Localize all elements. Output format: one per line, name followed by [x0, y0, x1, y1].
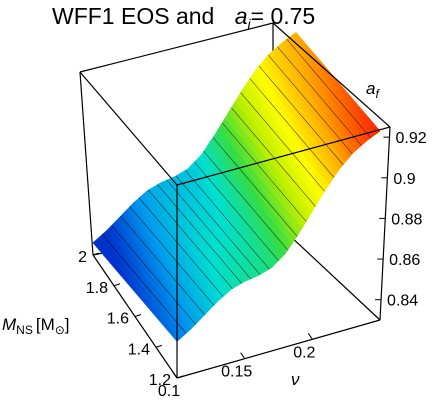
contour-line: [138, 197, 224, 297]
y-tick-label: 1.8: [86, 280, 108, 297]
z-tick-label: 0.9: [393, 171, 415, 188]
box-edge-back-top: [79, 22, 274, 73]
z-tick-label: 0.86: [389, 252, 420, 269]
contour-line: [175, 175, 261, 275]
y-tick-mark: [155, 344, 163, 348]
chart-title-symbol-sub: i: [248, 16, 252, 32]
contour-line: [166, 180, 252, 279]
contour-line: [185, 170, 270, 270]
x-tick-mark: [172, 371, 178, 379]
chart-title-symbol: a: [235, 3, 248, 29]
y-tick-mark: [113, 283, 121, 287]
box-edge-top-right: [272, 22, 391, 128]
y-axis-label-sub: NS: [16, 323, 33, 337]
z-tick-label: 0.84: [387, 293, 418, 310]
box-edge-front-top-left: [79, 71, 178, 186]
contour-line: [249, 78, 335, 178]
contour-line: [231, 107, 316, 207]
x-tick-label: 0.2: [293, 344, 315, 361]
contour-line: [194, 161, 279, 261]
contour-line: [203, 151, 288, 251]
y-tick-label: 1.2: [149, 372, 171, 389]
y-tick-label: 1.6: [107, 311, 129, 328]
z-axis-label: af: [366, 79, 380, 101]
contour-line: [101, 234, 187, 334]
contour-line: [157, 184, 242, 284]
contour-line: [111, 225, 196, 325]
contour-line: [240, 92, 325, 192]
y-axis-label: MNS [M⊙]: [2, 315, 70, 337]
box-edge-right-vertical: [379, 126, 391, 321]
y-axis-label-unit-sub: ⊙: [55, 323, 65, 337]
x-tick-label: 0.1: [158, 383, 180, 400]
contour-line: [286, 39, 372, 139]
contour-line: [120, 216, 205, 315]
y-tick-label: 1.4: [128, 341, 150, 358]
y-tick-mark: [134, 314, 142, 317]
z-axis-label-main: a: [366, 79, 375, 98]
y-tick-mark: [176, 375, 184, 379]
chart-title-prefix: WFF1 EOS and: [52, 3, 214, 29]
y-axis-label-close: ]: [65, 315, 70, 334]
z-tick-label: 0.88: [391, 211, 422, 228]
x-tick-label: 0.15: [221, 364, 252, 381]
axes: 0.1 0.15 0.2 1.2 1.4 1.6 1.8 2 0.84 0.86 0.88 0.9 0.…: [78, 130, 427, 400]
y-tick-label: 2: [78, 249, 87, 266]
surface-mesh: [92, 31, 381, 342]
chart-title-suffix: = 0.75: [251, 3, 316, 29]
z-tick-label: 0.92: [395, 130, 426, 147]
contour-line: [277, 46, 362, 146]
box-edge-back-left: [79, 71, 94, 256]
contour-line: [212, 137, 298, 237]
y-axis-label-unit: [M: [36, 315, 55, 334]
contour-line: [258, 65, 344, 165]
box-front: [79, 22, 391, 379]
x-tick-mark: [240, 352, 246, 359]
y-tick-mark: [92, 252, 100, 256]
contour-line: [129, 206, 215, 306]
box-edge-front-top-right: [176, 126, 391, 186]
z-axis-label-sub: f: [375, 87, 380, 101]
x-axis-label: ν: [291, 370, 300, 389]
y-axis-label-main: M: [2, 315, 17, 334]
chart-title: WFF1 EOS and ai= 0.75: [52, 3, 315, 32]
box-edge-floor-front: [176, 319, 381, 379]
surface-contours: [101, 39, 372, 334]
contour-line: [148, 189, 233, 289]
contour-line: [221, 122, 307, 222]
contour-line: [268, 54, 353, 154]
x-tick-mark: [307, 333, 313, 340]
